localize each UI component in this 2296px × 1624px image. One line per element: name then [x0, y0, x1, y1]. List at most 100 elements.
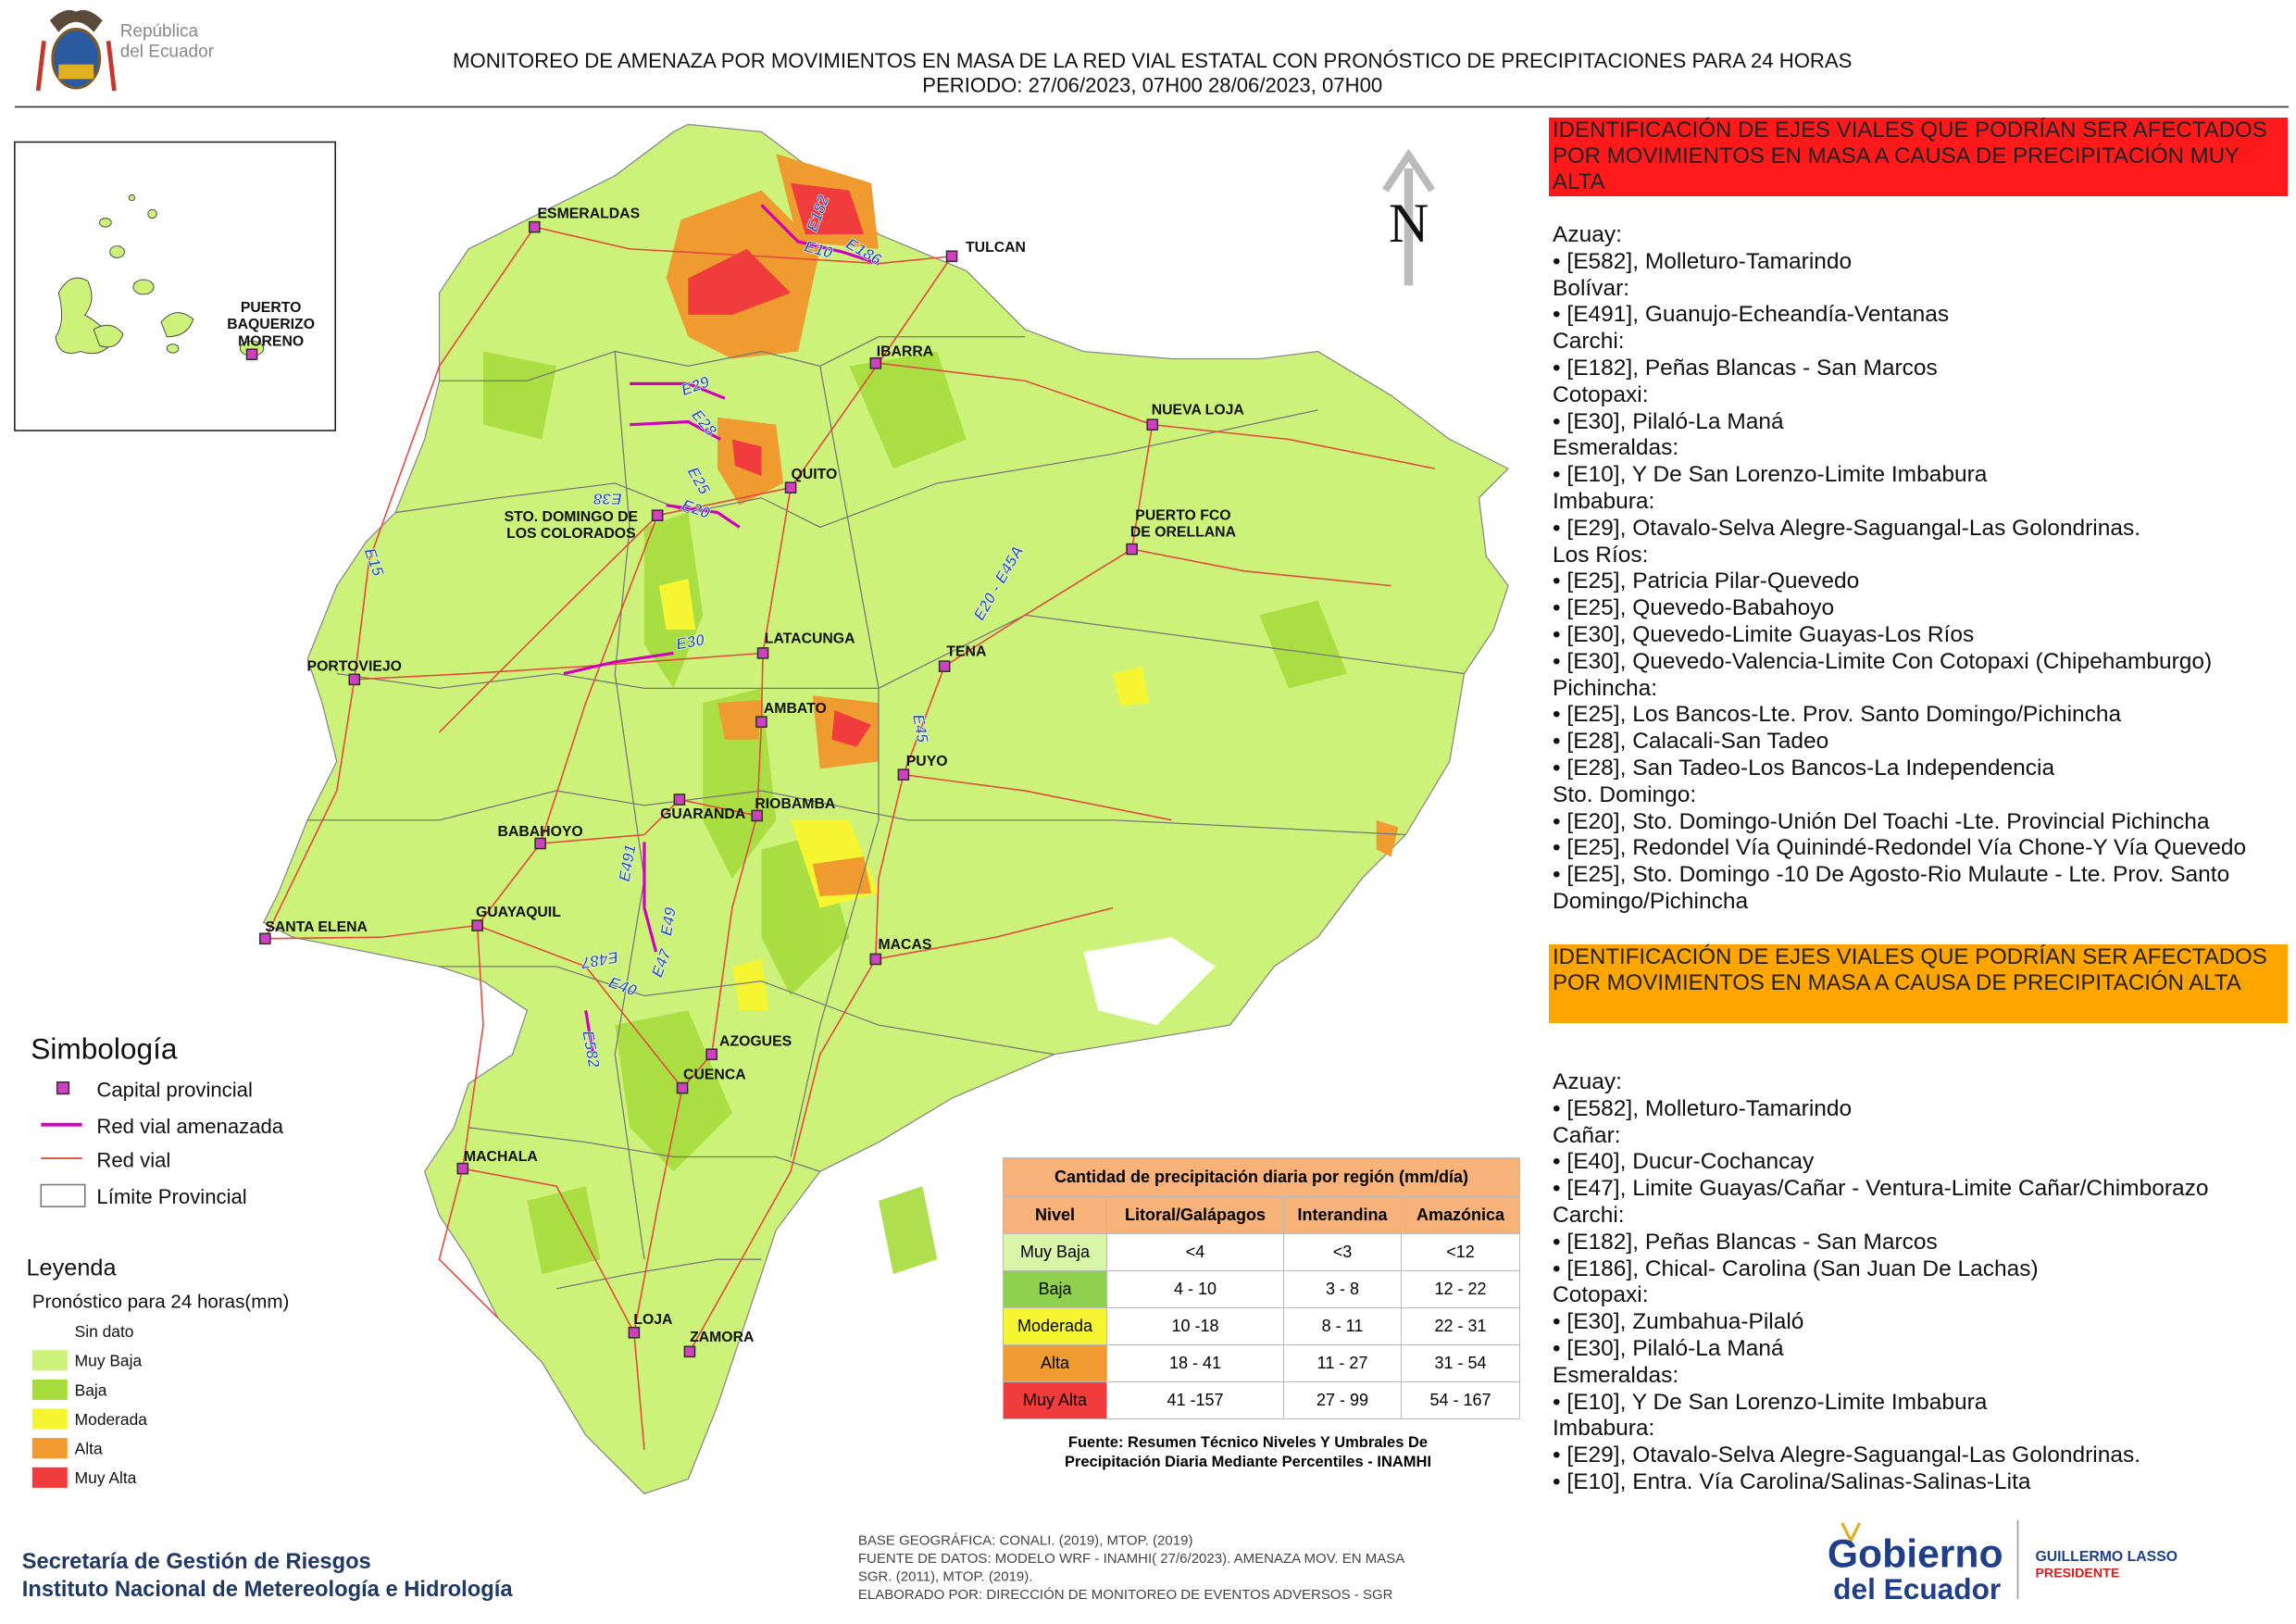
legend-item: Sin dato — [75, 1322, 134, 1341]
road-segment: • [E10], Entra. Vía Carolina/Salinas-Sal… — [1553, 1468, 2031, 1494]
legend-item: Alta — [75, 1440, 103, 1458]
province-name: Sto. Domingo: — [1553, 781, 1697, 807]
table-cell: 54 - 167 — [1401, 1381, 1520, 1419]
city-label: ZAMORA — [690, 1330, 754, 1345]
table-header: Amazónica — [1401, 1196, 1520, 1234]
road-segment: • [E30], Pilaló-La Maná — [1553, 1335, 1784, 1361]
road-segment: • [E30], Quevedo-Valencia-Limite Con Cot… — [1553, 648, 2213, 674]
no-data-area — [1083, 937, 1216, 1026]
capital-marker — [673, 793, 686, 806]
legend-swatch — [31, 1350, 68, 1371]
capital-marker — [869, 953, 882, 966]
province-name: Bolívar: — [1553, 275, 1630, 301]
map-period: PERIODO: 27/06/2023, 07H00 28/06/2023, 0… — [922, 74, 1382, 97]
table-cell: 41 -157 — [1106, 1381, 1284, 1419]
credit-line: SGR. (2011), MTOP. (2019). — [858, 1569, 1033, 1585]
city-label: BAQUERIZO — [227, 317, 315, 332]
table-cell: 31 - 54 — [1401, 1344, 1520, 1382]
table-source: Fuente: Resumen Técnico Niveles Y Umbral… — [1003, 1433, 1493, 1472]
province-name: Azuay: — [1553, 222, 1622, 247]
precipitation-table: Cantidad de precipitación diaria por reg… — [1003, 1157, 1520, 1419]
capital-marker — [756, 647, 769, 659]
legend-item: Baja — [75, 1380, 107, 1399]
source-line: Fuente: Resumen Técnico Niveles Y Umbral… — [1067, 1434, 1429, 1451]
table-header: Nivel — [1003, 1196, 1107, 1234]
city-label: PUERTO — [241, 300, 302, 316]
capital-marker — [1146, 418, 1159, 431]
table-header: Interandina — [1283, 1196, 1402, 1234]
symbology-item: Capital provincial — [96, 1079, 252, 1102]
city-label: TENA — [946, 644, 986, 660]
government-logo-mark — [1841, 1519, 2019, 1600]
table-cell: 18 - 41 — [1106, 1344, 1284, 1382]
table-header: Litoral/Galápagos — [1106, 1196, 1284, 1234]
capital-marker — [751, 809, 764, 822]
provincial-limits — [307, 336, 1465, 1290]
table-cell: 11 - 27 — [1283, 1344, 1402, 1382]
province-name: Azuay: — [1553, 1069, 1622, 1094]
province-name: Cañar: — [1553, 1122, 1621, 1148]
legend-item: Muy Alta — [75, 1468, 137, 1487]
panel-heading: IDENTIFICACIÓN DE EJES VIALES QUE PODRÍA… — [1549, 944, 2288, 1023]
symbology-item: Límite Provincial — [96, 1185, 246, 1208]
province-name: Cotopaxi: — [1553, 1282, 1649, 1308]
table-cell: 8 - 11 — [1283, 1307, 1402, 1345]
symbology-item: Red vial — [96, 1149, 170, 1172]
institution-name: Instituto Nacional de Metereología e Hid… — [22, 1578, 514, 1602]
road-segment: • [E20], Sto. Domingo-Unión Del Toachi -… — [1553, 808, 2210, 834]
city-label: AMBATO — [764, 701, 827, 717]
table-cell: Muy Alta — [1003, 1381, 1107, 1419]
city-label: MACHALA — [464, 1149, 538, 1165]
city-label: IBARRA — [877, 344, 933, 359]
legend-subtitle: Pronóstico para 24 horas(mm) — [32, 1291, 289, 1312]
mainland — [262, 123, 1510, 1494]
capital-marker — [897, 768, 910, 781]
province-name: Imbabura: — [1553, 488, 1655, 514]
road-segment: • [E40], Ducur-Cochancay — [1553, 1149, 1815, 1175]
capital-marker — [245, 348, 258, 361]
table-cell: Muy Baja — [1003, 1233, 1107, 1271]
road-segment: • [E10], Y De San Lorenzo-Limite Imbabur… — [1553, 1389, 1988, 1415]
table-cell: 4 - 10 — [1106, 1270, 1284, 1308]
road-segment: • [E28], Calacali-San Tadeo — [1553, 729, 1829, 755]
capital-marker — [348, 673, 361, 686]
capital-marker — [784, 481, 797, 494]
road-network — [264, 226, 1436, 1450]
table-cell: 27 - 99 — [1283, 1381, 1402, 1419]
city-label: ESMERALDAS — [538, 206, 641, 222]
city-label: PUYO — [906, 754, 948, 769]
road-label: E38 — [593, 490, 622, 508]
city-label: PUERTO FCO — [1135, 507, 1230, 523]
province-name: Cotopaxi: — [1553, 381, 1649, 407]
table-title: Cantidad de precipitación diaria por reg… — [1003, 1157, 1520, 1197]
government-name: del Ecuador — [1833, 1572, 2001, 1605]
capital-marker — [683, 1345, 696, 1358]
symbology-icons — [40, 1081, 86, 1208]
credit-line: BASE GEOGRÁFICA: CONALI. (2019), MTOP. (… — [858, 1533, 1193, 1549]
city-label: MORENO — [238, 333, 304, 349]
road-segment: • [E186], Chical- Carolina (San Juan De … — [1553, 1255, 2039, 1281]
table-header-row: Nivel Litoral/Galápagos Interandina Amazóni… — [1003, 1196, 1520, 1234]
province-name: Los Ríos: — [1553, 542, 1649, 568]
precipitation-patches — [482, 154, 1399, 1274]
city-label: AZOGUES — [719, 1033, 792, 1049]
capital-marker — [755, 716, 767, 729]
table-cell: 22 - 31 — [1401, 1307, 1520, 1345]
road-segment: • [E29], Otavalo-Selva Alegre-Saguangal-… — [1553, 1443, 2141, 1468]
table-cell: 10 -18 — [1106, 1307, 1284, 1345]
capital-marker — [705, 1048, 718, 1061]
credit-line: FUENTE DE DATOS: MODELO WRF - INAMHI( 27… — [858, 1551, 1404, 1567]
road-segment: • [E29], Otavalo-Selva Alegre-Saguangal-… — [1553, 515, 2141, 541]
city-label: NUEVA LOJA — [1152, 403, 1244, 418]
city-label: MACAS — [878, 937, 931, 953]
north-label: N — [1389, 193, 1429, 255]
road-segment: • [E491], Guanujo-Echeandía-Ventanas — [1553, 302, 1950, 328]
city-label: STO. DOMINGO DE — [505, 509, 639, 525]
road-segment: • [E30], Pilaló-La Maná — [1553, 408, 1784, 434]
table-title-row: Cantidad de precipitación diaria por reg… — [1003, 1157, 1520, 1197]
city-label: LOS COLORADOS — [506, 526, 636, 542]
province-name: Esmeraldas: — [1553, 435, 1679, 461]
table-cell: 3 - 8 — [1283, 1270, 1402, 1308]
